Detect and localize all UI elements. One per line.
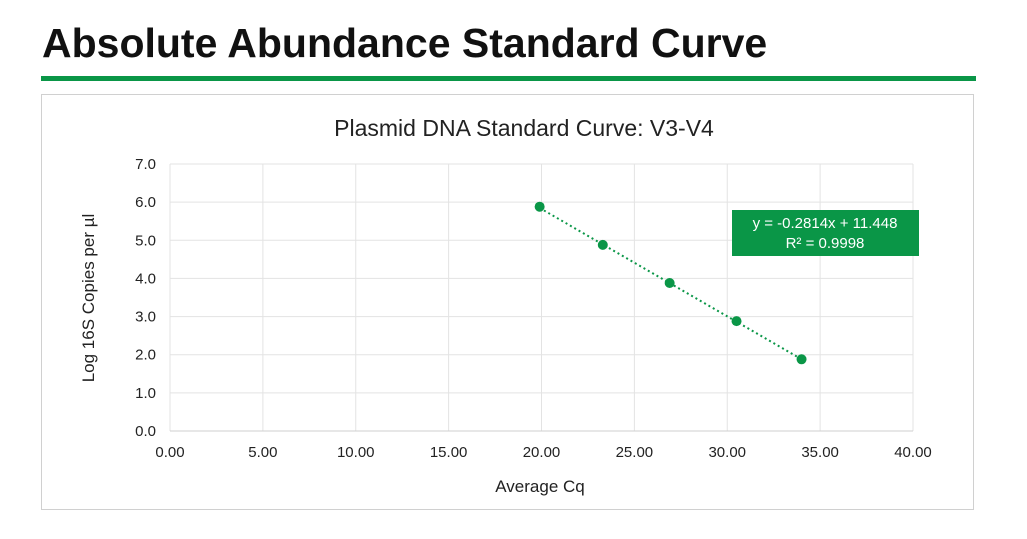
- y-tick-label: 4.0: [135, 270, 156, 287]
- data-point: [597, 239, 608, 250]
- x-tick-label: 25.00: [616, 444, 654, 461]
- data-point: [796, 354, 807, 365]
- equation-annotation: y = -0.2814x + 11.448 R² = 0.9998: [732, 210, 919, 256]
- x-tick-label: 0.00: [155, 444, 184, 461]
- r-squared-text: R² = 0.9998: [786, 235, 865, 252]
- axes: 0.00 5.00 10.00 15.00 20.00 25.00 30.00 35.00 40…: [135, 156, 932, 461]
- data-point: [731, 316, 742, 327]
- data-point: [664, 278, 675, 289]
- y-axis-label: Log 16S Copies per µl: [79, 214, 98, 383]
- x-axis-label: Average Cq: [495, 477, 584, 496]
- data-point: [534, 201, 545, 212]
- title-rule: [41, 76, 976, 81]
- y-tick-label: 3.0: [135, 309, 156, 326]
- y-tick-label: 7.0: [135, 156, 156, 173]
- data-points: [534, 201, 807, 365]
- chart-labels: Plasmid DNA Standard Curve: V3-V4 Averag…: [79, 115, 714, 496]
- y-tick-label: 5.0: [135, 232, 156, 249]
- chart-title: Plasmid DNA Standard Curve: V3-V4: [334, 115, 714, 141]
- x-tick-label: 40.00: [894, 444, 932, 461]
- equation-box: [732, 210, 919, 256]
- y-tick-label: 0.0: [135, 423, 156, 440]
- x-tick-label: 5.00: [248, 444, 277, 461]
- x-tick-label: 10.00: [337, 444, 375, 461]
- x-tick-label: 30.00: [708, 444, 746, 461]
- y-tick-label: 1.0: [135, 385, 156, 402]
- x-tick-label: 35.00: [801, 444, 839, 461]
- page-title: Absolute Abundance Standard Curve: [42, 20, 768, 66]
- x-tick-label: 15.00: [430, 444, 468, 461]
- equation-text: y = -0.2814x + 11.448: [753, 215, 898, 232]
- chart-frame: [41, 94, 974, 510]
- y-tick-label: 6.0: [135, 194, 156, 211]
- x-tick-label: 20.00: [523, 444, 561, 461]
- y-tick-label: 2.0: [135, 347, 156, 364]
